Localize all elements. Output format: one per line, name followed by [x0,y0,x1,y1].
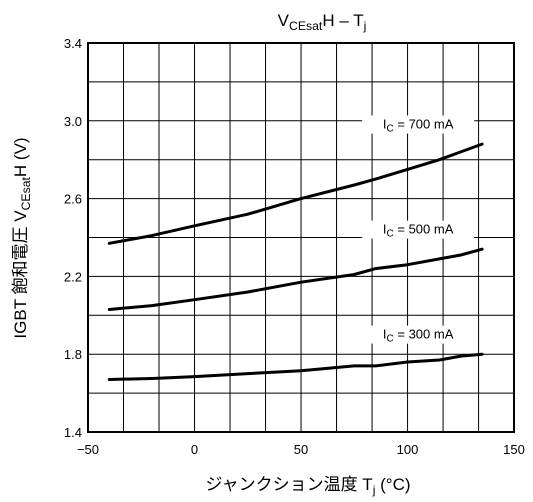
y-tick-label: 1.8 [64,347,82,362]
chart-title: VCEsatH – Tj [278,11,367,33]
plot-frame [87,42,515,433]
series-line-0 [107,142,484,245]
series-label-value: = 500 mA [394,222,454,237]
y-tick-label: 3.4 [64,36,82,51]
series-lines [107,142,484,381]
series-label-prefix: I [383,222,387,237]
series-label-value: = 700 mA [394,117,454,132]
series-line-2 [107,352,484,381]
series-label-background [362,325,475,344]
series-label-subscript: C [387,334,394,345]
series-line-1 [107,247,484,311]
x-tick-label: −50 [77,442,99,457]
series-label-subscript: C [387,229,394,240]
series-label-prefix: I [383,327,387,342]
x-axis-label: ジャンクション温度 Tj (°C) [205,475,410,497]
y-axis-label: IGBT 飽和電圧 VCEsatH (V) [11,137,33,338]
tick-labels: −50 0 50 100 150 1.4 1.8 2.2 2.6 3.0 3.4 [64,36,525,457]
x-tick-label: 0 [191,442,198,457]
series-label-background [362,115,475,134]
series-label-1: IC = 500 mA [383,222,454,240]
y-tick-label: 3.0 [64,114,82,129]
y-tick-label: 1.4 [64,425,82,440]
series-label-subscript: C [387,124,394,135]
y-tick-label: 2.2 [64,269,82,284]
series-label-prefix: I [383,117,387,132]
series-label-0: IC = 700 mA [383,117,454,135]
series-label-background [362,220,475,239]
y-tick-label: 2.6 [64,192,82,207]
x-tick-label: 50 [294,442,308,457]
series-label-value: = 300 mA [394,327,454,342]
x-tick-label: 150 [503,442,525,457]
x-tick-label: 100 [397,442,419,457]
series-label-2: IC = 300 mA [383,327,454,345]
